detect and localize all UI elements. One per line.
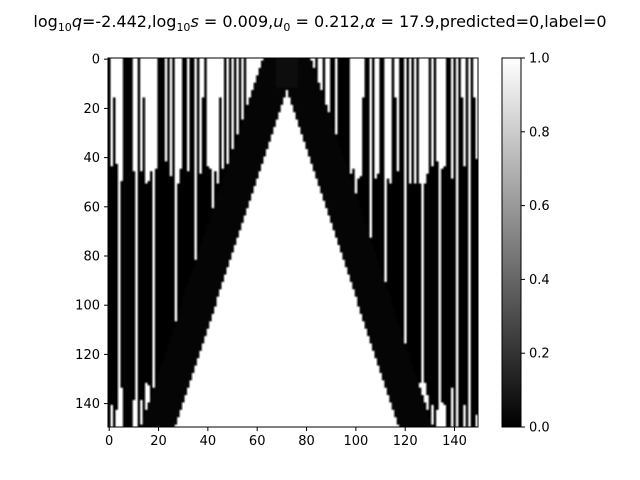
y-tick-label: 0 bbox=[92, 53, 100, 68]
colorbar-tick-label: 0.8 bbox=[529, 125, 550, 140]
title-log-s-sub: 10 bbox=[176, 21, 190, 34]
y-tick-label: 100 bbox=[75, 299, 100, 314]
x-tick-label: 80 bbox=[298, 434, 315, 449]
y-tick-label: 40 bbox=[83, 151, 100, 166]
title-log-s-value: = 0.009, bbox=[199, 12, 273, 31]
title-log-s-var: s bbox=[190, 12, 198, 31]
title-log-q-label: log bbox=[33, 12, 57, 31]
x-axis: 0 20 40 60 80 100 120 140 bbox=[105, 427, 467, 449]
x-tick-label: 60 bbox=[249, 434, 266, 449]
title-alpha-value: = 17.9, bbox=[375, 12, 439, 31]
y-axis: 0 20 40 60 80 100 120 140 bbox=[75, 53, 108, 412]
title-log-q-value: =-2.442, bbox=[82, 12, 152, 31]
title-u0-value: = 0.212, bbox=[290, 12, 364, 31]
y-tick-label: 20 bbox=[83, 102, 100, 117]
colorbar-axis: 0.0 0.2 0.4 0.6 0.8 1.0 bbox=[521, 52, 550, 436]
colorbar-tick-label: 0.0 bbox=[529, 421, 550, 436]
title-u0-sub: 0 bbox=[283, 21, 290, 34]
title-tail: predicted=0,label=0 bbox=[440, 12, 607, 31]
heatmap-raster bbox=[108, 58, 478, 427]
x-tick-label: 140 bbox=[442, 434, 467, 449]
title-log-q-var: q bbox=[72, 12, 82, 31]
colorbar-tick-label: 0.2 bbox=[529, 347, 550, 362]
x-tick-label: 100 bbox=[343, 434, 368, 449]
title-log-q-sub: 10 bbox=[58, 21, 72, 34]
title-u0-var: u bbox=[273, 12, 283, 31]
x-tick-label: 120 bbox=[393, 434, 418, 449]
y-tick-label: 60 bbox=[83, 200, 100, 215]
y-tick-label: 140 bbox=[75, 397, 100, 412]
colorbar bbox=[502, 58, 521, 427]
colorbar-frame bbox=[501, 57, 522, 428]
colorbar-tick-label: 0.6 bbox=[529, 199, 550, 214]
y-tick-label: 120 bbox=[75, 348, 100, 363]
chart-title: log10q=-2.442,log10s = 0.009,u0 = 0.212,… bbox=[33, 12, 606, 34]
x-tick-label: 40 bbox=[200, 434, 217, 449]
y-tick-label: 80 bbox=[83, 250, 100, 265]
heatmap-image bbox=[108, 58, 478, 427]
colorbar-tick-label: 0.4 bbox=[529, 273, 550, 288]
title-log-s-label: log bbox=[152, 12, 176, 31]
plot-frame bbox=[107, 57, 479, 428]
x-tick-label: 20 bbox=[150, 434, 167, 449]
x-tick-label: 0 bbox=[105, 434, 113, 449]
title-alpha-var: α bbox=[365, 12, 376, 31]
colorbar-tick-label: 1.0 bbox=[529, 52, 550, 67]
